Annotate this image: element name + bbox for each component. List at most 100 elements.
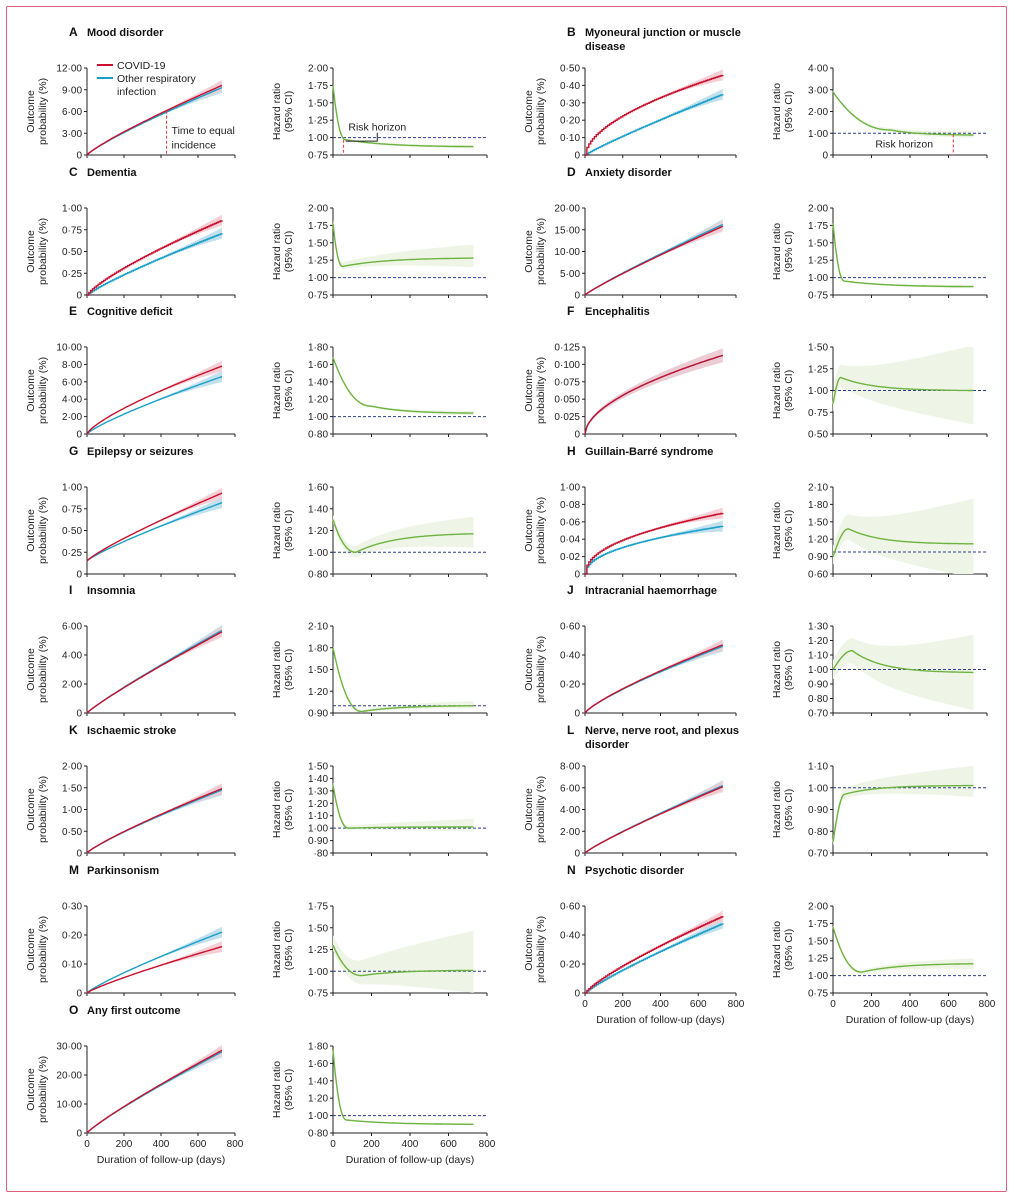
prob-J-y-label-line: Outcome	[523, 648, 535, 691]
panel-N: N Psychotic disorder 0 0·20 0·40 0·60 0 200 400 6…	[523, 863, 996, 1026]
prob-C-y-tick-label: 0·25	[62, 269, 82, 280]
prob-I-y-tick-label: 6·00	[62, 622, 82, 633]
covid-ci-band	[87, 487, 222, 561]
prob-L-y-tick-label: 6·00	[560, 783, 580, 794]
prob-B-y-tick-label: 0·20	[560, 116, 580, 127]
prob-E-y-tick-label: 8·00	[62, 360, 82, 371]
hr-H-y-tick-label: 1·80	[808, 500, 828, 511]
panel-O: O Any first outcome 0 10·00 20·00 30·00 0 200 40…	[25, 1003, 496, 1166]
prob-B-y-tick-label: 0·30	[560, 98, 580, 109]
prob-F-y-label-line: probability (%)	[535, 357, 547, 424]
hr-M-y-label: Hazard ratio(95% CI)	[271, 921, 295, 978]
prob-O-y-tick-label: 10·00	[56, 1100, 82, 1111]
covid-ci-band	[87, 360, 222, 434]
hr-J-y-label-line: (95% CI)	[783, 649, 795, 690]
covid-ci-band	[585, 348, 723, 434]
hr-N-y-tick-label: 0·75	[808, 989, 828, 1000]
hazard-ratio-line	[332, 647, 474, 713]
hr-B-y-tick-label: 3·00	[808, 85, 828, 96]
hr-K-y-label-line: (95% CI)	[283, 789, 295, 830]
panel-letter: E	[69, 304, 77, 318]
hr-A-y-label-line: (95% CI)	[283, 91, 295, 132]
legend-covid-label: COVID-19	[117, 60, 166, 72]
prob-C-y-label-line: Outcome	[25, 230, 37, 273]
prob-B-y-tick-label: 0·50	[560, 64, 580, 75]
hr-F-y-tick-label: 1·00	[808, 386, 828, 397]
hr-ci-band	[833, 634, 974, 711]
covid-line	[86, 787, 223, 854]
risk-horizon-label: Risk horizon	[875, 138, 933, 150]
prob-L-y-tick-label: 0	[574, 849, 580, 860]
prob-K-y-label: Outcomeprobability (%)	[25, 776, 49, 843]
hr-H-y-tick-label: 2·10	[808, 483, 828, 494]
panel-title: Intracranial haemorrhage	[585, 585, 717, 597]
panel-F: F Encephalitis 0 0·025 0·050 0·075 0·100 0·125 O…	[523, 304, 988, 441]
panel-title: Any first outcome	[87, 1005, 181, 1017]
panel-A: A Mood disorder 0 3·00 6·00 9·00 12·00 Outcomep…	[25, 25, 488, 162]
panel-title: Ischaemic stroke	[87, 725, 176, 737]
hr-K-y-tick-label: ·80	[314, 849, 329, 860]
covid-line	[86, 84, 223, 156]
prob-D-y-tick-label: 10·00	[554, 247, 580, 258]
prob-M-y-label-line: Outcome	[25, 928, 37, 971]
hr-D-y-label-line: (95% CI)	[783, 231, 795, 272]
prob-K-y-label-line: probability (%)	[37, 776, 49, 843]
hr-O-y-tick-label: 1·60	[308, 1059, 328, 1070]
hr-O-x-label: Duration of follow-up (days)	[346, 1154, 474, 1166]
hazard-ratio-line	[332, 1050, 474, 1125]
hr-ci-band	[833, 90, 974, 138]
hr-J-y-tick-label: 0·70	[808, 709, 828, 720]
hr-N-x-tick-label: 200	[863, 999, 880, 1010]
prob-E-y-label-line: Outcome	[25, 369, 37, 412]
covid-line	[585, 916, 724, 994]
hr-D-y-tick-label: 1·00	[808, 273, 828, 284]
hr-G-y-tick-label: 0·80	[308, 570, 328, 581]
figure-frame	[6, 6, 1007, 1192]
prob-L-y-label-line: probability (%)	[535, 776, 547, 843]
hr-E-y-tick-label: 1·20	[308, 395, 328, 406]
panel-L: L Nerve, nerve root, and plexus disorder 0 2…	[523, 723, 988, 860]
prob-N-x-tick-label: 800	[728, 999, 745, 1010]
hr-G-y-label-line: Hazard ratio	[271, 502, 283, 559]
prob-L-y-tick-label: 4·00	[560, 805, 580, 816]
hr-O-y-tick-label: 0·80	[308, 1129, 328, 1140]
hr-ci-band	[333, 219, 474, 270]
covid-line	[584, 786, 724, 854]
prob-J-y-tick-label: 0·40	[560, 651, 580, 662]
prob-O-x-tick-label: 200	[116, 1139, 133, 1150]
prob-N-x-label: Duration of follow-up (days)	[596, 1014, 724, 1026]
prob-M-y-label-line: probability (%)	[37, 916, 49, 983]
other-respiratory-line	[86, 931, 223, 994]
prob-G-y-tick-label: 0	[76, 570, 82, 581]
prob-E-y-label: Outcomeprobability (%)	[25, 357, 49, 424]
hr-L-y-tick-label: 1·00	[808, 783, 828, 794]
prob-J-y-label: Outcomeprobability (%)	[523, 636, 547, 703]
prob-A-y-tick-label: 12·00	[56, 64, 82, 75]
prob-B-y-tick-label: 0·10	[560, 133, 580, 144]
covid-line	[86, 365, 223, 435]
other-respiratory-line	[585, 525, 724, 575]
hr-E-y-label-line: Hazard ratio	[271, 362, 283, 419]
hr-J-y-label-line: Hazard ratio	[771, 641, 783, 698]
prob-O-x-tick-label: 0	[84, 1139, 90, 1150]
hr-D-y-tick-label: 0·75	[808, 291, 828, 302]
prob-N-y-tick-label: 0·20	[560, 960, 580, 971]
panel-letter: I	[69, 583, 72, 597]
hr-C-y-label-line: (95% CI)	[283, 231, 295, 272]
hazard-ratio-line	[332, 784, 474, 829]
hr-D-y-tick-label: 1·25	[808, 256, 828, 267]
hr-K-y-tick-label: 1·10	[308, 811, 328, 822]
hr-K-y-tick-label: 1·40	[308, 774, 328, 785]
prob-D-y-label-line: probability (%)	[535, 218, 547, 285]
hr-G-y-tick-label: 1·60	[308, 483, 328, 494]
panel-letter: K	[69, 723, 78, 737]
covid-ci-band	[585, 69, 723, 155]
hr-D-y-tick-label: 1·50	[808, 238, 828, 249]
hr-ci-band	[333, 930, 474, 993]
panel-E: E Cognitive deficit 0 2·00 4·00 6·00 8·00 10·00…	[25, 304, 488, 441]
prob-J-y-tick-label: 0	[574, 709, 580, 720]
hr-D-y-tick-label: 1·75	[808, 221, 828, 232]
prob-I-y-tick-label: 4·00	[62, 651, 82, 662]
prob-I-y-label: Outcomeprobability (%)	[25, 636, 49, 703]
